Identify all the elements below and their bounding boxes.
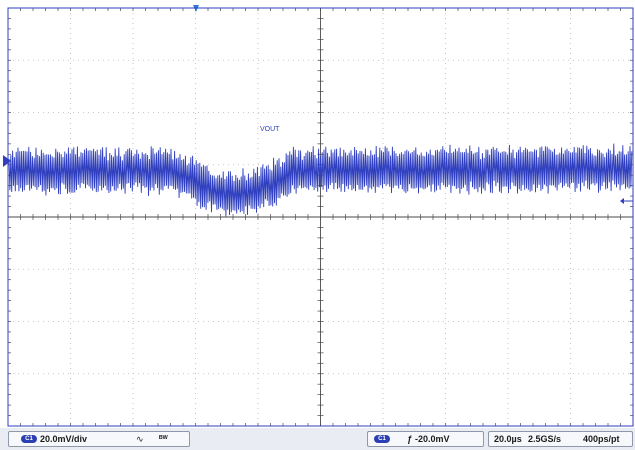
channel1-ground-marker[interactable] — [3, 155, 11, 167]
trigger-slope-icon: ƒ — [407, 434, 413, 444]
graticule-frame — [7, 7, 634, 427]
timebase-readout[interactable]: 20.0µs 2.5GS/s 400ps/pt — [488, 431, 633, 447]
channel1-scale-readout[interactable]: C1 20.0mV/div ∿ ᴮᵂ — [8, 431, 190, 447]
waveform-label: VOUT — [260, 126, 280, 133]
trigger-level-marker[interactable] — [620, 198, 633, 204]
record-resolution: 400ps/pt — [583, 434, 620, 444]
bandwidth-limit-icon: ∿ — [136, 434, 144, 444]
trigger-level: -20.0mV — [415, 434, 450, 444]
channel1-scale: 20.0mV/div — [40, 434, 88, 444]
sample-rate: 2.5GS/s — [528, 434, 562, 444]
time-per-division: 20.0µs — [494, 434, 522, 444]
vout-waveform-trace — [8, 143, 633, 217]
trigger-source-badge: C1 — [374, 435, 390, 443]
channel1-badge: C1 — [21, 435, 37, 443]
trigger-readout[interactable]: C1 ƒ -20.0mV — [367, 431, 484, 447]
graticule-center-axes — [7, 7, 634, 427]
coupling-icon: ᴮᵂ — [159, 434, 168, 443]
